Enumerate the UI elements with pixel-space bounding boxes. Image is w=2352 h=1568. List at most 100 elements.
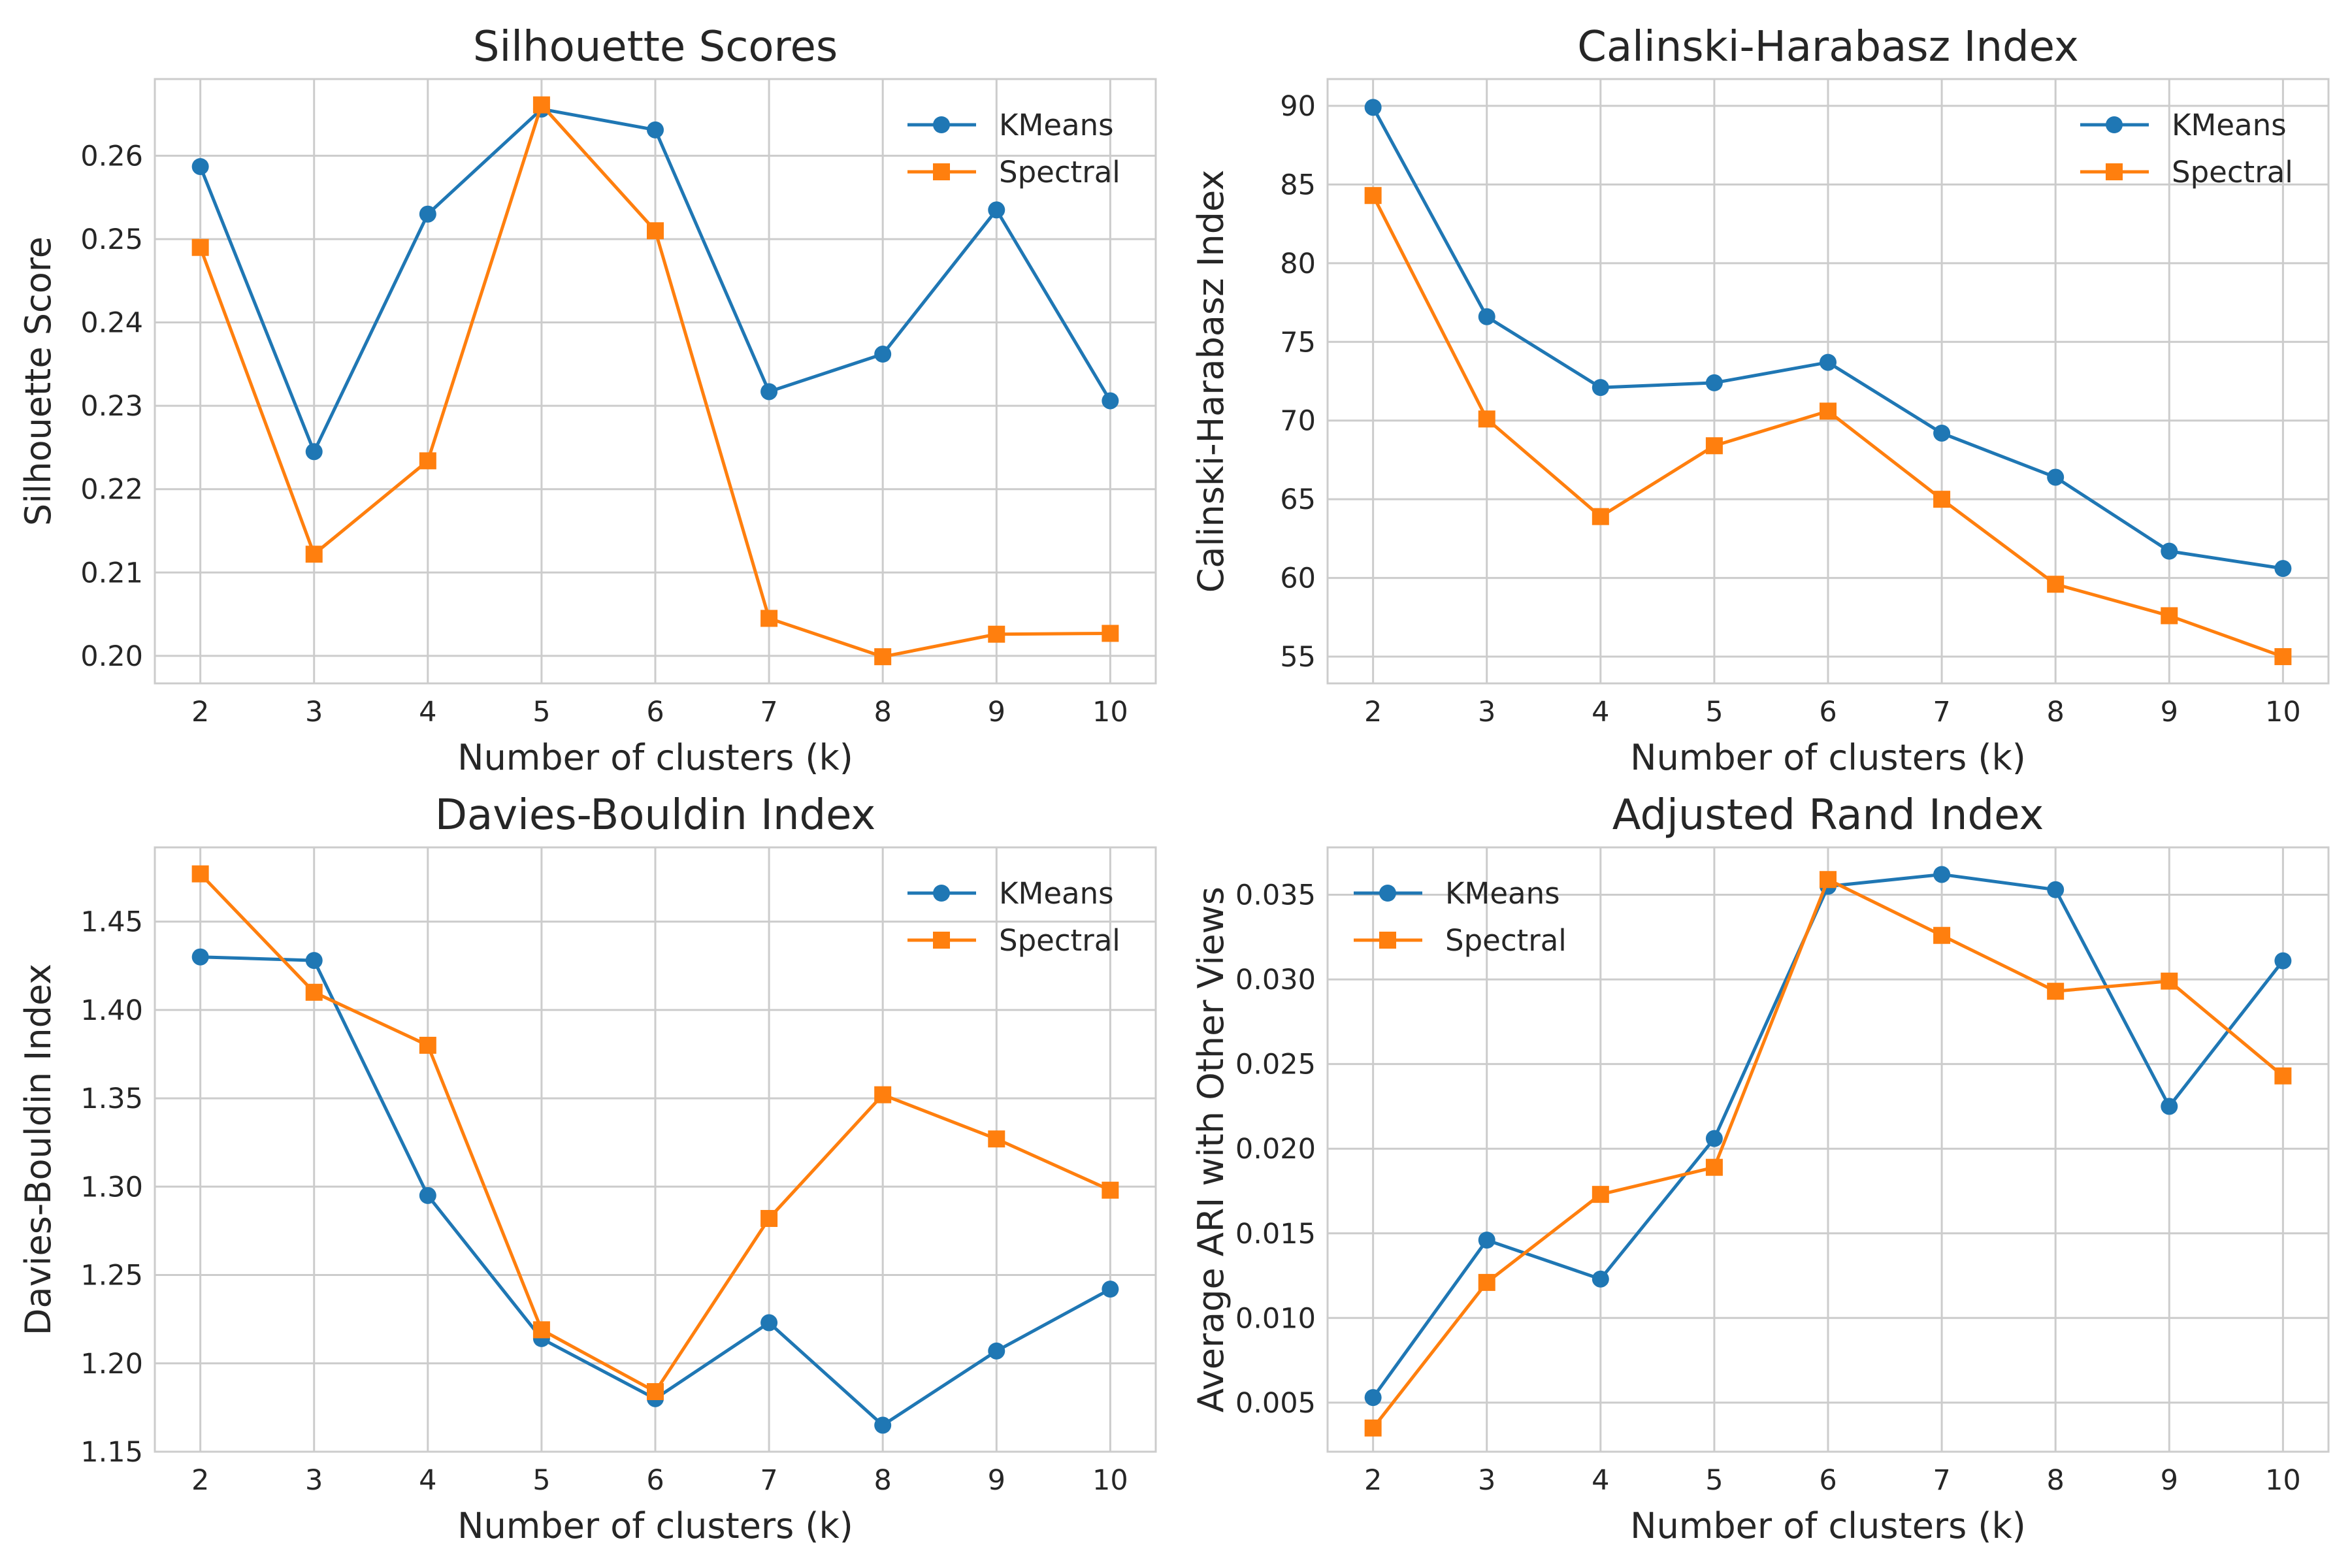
data-point-spectral bbox=[2161, 972, 2178, 990]
x-tick-label: 2 bbox=[191, 696, 209, 728]
data-point-kmeans bbox=[1592, 1270, 1609, 1288]
x-tick-label: 10 bbox=[1092, 696, 1128, 728]
data-point-spectral bbox=[874, 648, 892, 666]
data-point-spectral bbox=[2047, 576, 2065, 593]
data-point-kmeans bbox=[2047, 881, 2065, 898]
data-point-spectral bbox=[419, 1036, 436, 1054]
x-tick-label: 9 bbox=[2161, 696, 2178, 728]
x-tick-label: 5 bbox=[532, 1464, 550, 1497]
data-point-kmeans bbox=[419, 205, 436, 223]
legend-label-kmeans: KMeans bbox=[2172, 108, 2287, 142]
data-point-kmeans bbox=[874, 346, 892, 363]
x-tick-label: 4 bbox=[1592, 696, 1609, 728]
chart-title: Davies-Bouldin Index bbox=[435, 791, 876, 840]
x-tick-label: 4 bbox=[419, 1464, 436, 1497]
y-tick-label: 1.45 bbox=[80, 906, 143, 939]
x-tick-label: 4 bbox=[1592, 1464, 1609, 1497]
x-axis-label: Number of clusters (k) bbox=[457, 737, 853, 778]
data-point-kmeans bbox=[1364, 1389, 1382, 1407]
data-point-kmeans bbox=[988, 201, 1005, 219]
data-point-spectral bbox=[1705, 437, 1723, 455]
data-point-spectral bbox=[1478, 410, 1495, 428]
x-tick-label: 2 bbox=[191, 1464, 209, 1497]
plot-frame bbox=[1326, 846, 2330, 1453]
data-point-kmeans bbox=[1478, 1232, 1495, 1249]
data-point-spectral bbox=[1820, 871, 1837, 889]
x-tick-label: 6 bbox=[646, 696, 664, 728]
y-tick-label: 0.26 bbox=[80, 140, 143, 172]
data-point-kmeans bbox=[2161, 1098, 2178, 1115]
data-point-kmeans bbox=[1820, 353, 1837, 371]
data-point-kmeans bbox=[874, 1416, 892, 1434]
data-point-spectral bbox=[1592, 508, 1609, 525]
data-point-kmeans bbox=[988, 1342, 1005, 1360]
data-point-spectral bbox=[532, 96, 550, 114]
legend-marker-spectral bbox=[933, 932, 950, 949]
y-tick-label: 0.22 bbox=[80, 474, 143, 506]
data-point-spectral bbox=[647, 1383, 664, 1401]
plot-frame bbox=[1326, 78, 2330, 685]
x-tick-label: 3 bbox=[1478, 696, 1495, 728]
x-tick-label: 10 bbox=[1092, 1464, 1128, 1497]
x-tick-label: 10 bbox=[2265, 696, 2301, 728]
y-tick-label: 0.005 bbox=[1235, 1387, 1316, 1420]
data-point-kmeans bbox=[1933, 424, 1951, 442]
data-point-kmeans bbox=[647, 121, 664, 139]
plot-frame bbox=[154, 846, 1157, 1453]
y-tick-label: 90 bbox=[1280, 90, 1316, 123]
y-tick-label: 0.025 bbox=[1235, 1049, 1316, 1081]
data-point-kmeans bbox=[2047, 468, 2065, 486]
data-point-kmeans bbox=[2274, 560, 2292, 578]
legend-label-kmeans: KMeans bbox=[999, 876, 1114, 911]
legend-label-kmeans: KMeans bbox=[999, 108, 1114, 142]
data-point-spectral bbox=[1705, 1158, 1723, 1176]
legend-marker-spectral bbox=[1379, 932, 1396, 949]
data-point-kmeans bbox=[1102, 1281, 1119, 1298]
x-tick-label: 7 bbox=[1933, 696, 1950, 728]
y-tick-label: 0.015 bbox=[1235, 1218, 1316, 1250]
y-tick-label: 0.030 bbox=[1235, 964, 1316, 996]
legend-marker-spectral bbox=[2106, 163, 2123, 180]
data-point-spectral bbox=[874, 1086, 892, 1103]
data-point-spectral bbox=[305, 546, 323, 563]
y-tick-label: 1.20 bbox=[80, 1348, 143, 1380]
legend-marker-kmeans bbox=[2106, 116, 2123, 133]
data-point-kmeans bbox=[1102, 392, 1119, 410]
y-tick-label: 1.25 bbox=[80, 1260, 143, 1292]
x-axis-label: Number of clusters (k) bbox=[1630, 737, 2026, 778]
x-tick-label: 9 bbox=[988, 696, 1005, 728]
legend-marker-kmeans bbox=[1379, 885, 1396, 902]
data-point-spectral bbox=[647, 222, 664, 240]
x-tick-label: 8 bbox=[874, 696, 892, 728]
data-point-spectral bbox=[1478, 1273, 1495, 1291]
x-tick-label: 2 bbox=[1364, 696, 1382, 728]
legend-marker-kmeans bbox=[933, 885, 950, 902]
data-point-spectral bbox=[760, 1209, 778, 1227]
data-point-kmeans bbox=[419, 1186, 436, 1204]
x-tick-label: 3 bbox=[1478, 1464, 1495, 1497]
data-point-kmeans bbox=[1933, 866, 1951, 883]
data-point-kmeans bbox=[1478, 308, 1495, 325]
legend-label-spectral: Spectral bbox=[999, 155, 1120, 189]
x-tick-label: 6 bbox=[646, 1464, 664, 1497]
subplot-silhouette: 2 3 4 5 6 7 8 9 10 0.20 0.21 0.22 0.23 0.24 0.25 0.26 Si… bbox=[18, 23, 1157, 778]
y-tick-label: 0.20 bbox=[80, 640, 143, 673]
y-tick-label: 0.010 bbox=[1235, 1302, 1316, 1335]
data-point-kmeans bbox=[191, 948, 209, 966]
plot-frame bbox=[154, 78, 1157, 685]
legend-marker-spectral bbox=[933, 163, 950, 180]
data-point-spectral bbox=[2274, 1067, 2292, 1085]
x-tick-label: 7 bbox=[1933, 1464, 1950, 1497]
subplot-calinski-harabasz: 2 3 4 5 6 7 8 9 10 55 60 65 70 75 80 85 90 Calinski-Harab… bbox=[1190, 23, 2330, 778]
x-tick-label: 5 bbox=[1705, 696, 1723, 728]
data-point-spectral bbox=[1933, 926, 1951, 944]
x-tick-label: 6 bbox=[1819, 696, 1837, 728]
y-tick-label: 55 bbox=[1280, 641, 1316, 674]
y-tick-label: 60 bbox=[1280, 563, 1316, 595]
data-point-spectral bbox=[2274, 648, 2292, 666]
x-tick-label: 10 bbox=[2265, 1464, 2301, 1497]
x-tick-label: 6 bbox=[1819, 1464, 1837, 1497]
y-tick-label: 65 bbox=[1280, 483, 1316, 516]
data-point-spectral bbox=[1102, 625, 1119, 642]
data-point-kmeans bbox=[305, 443, 323, 461]
